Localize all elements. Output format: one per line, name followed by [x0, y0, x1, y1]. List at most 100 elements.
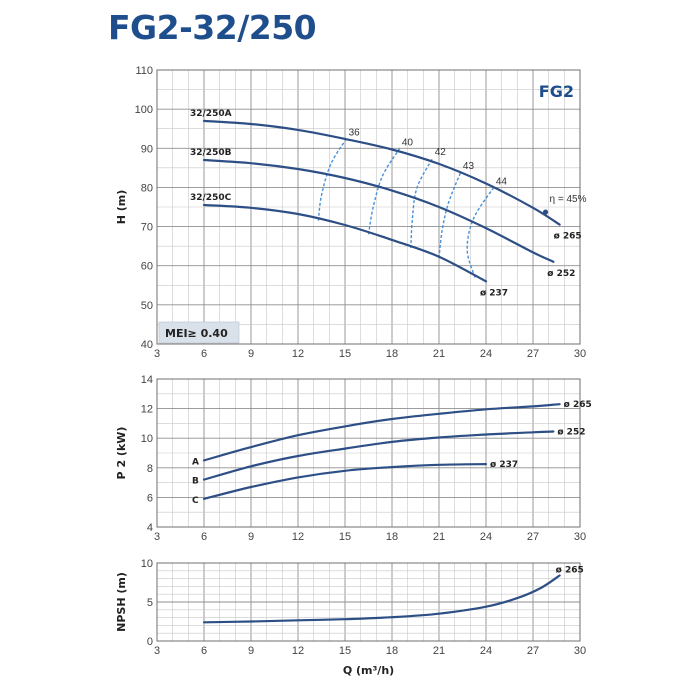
head-end-label-252: ø 252 [547, 269, 575, 279]
efficiency-max-marker [542, 209, 549, 215]
head-y-tick-label: 90 [141, 143, 153, 155]
npsh-plot-frame [156, 562, 581, 642]
head-x-tick-label: 6 [201, 348, 207, 360]
power-y-tick-label: 8 [147, 463, 153, 475]
efficiency-label-44: 44 [496, 176, 508, 187]
efficiency-curve-36 [317, 138, 348, 221]
npsh-x-tick-label: 27 [527, 645, 539, 657]
npsh-x-tick-label: 30 [574, 645, 586, 657]
head-x-tick-label: 15 [339, 348, 351, 360]
head-x-tick-label: 30 [574, 348, 586, 360]
page-title: FG2-32/250 [108, 8, 317, 47]
head-x-tick-label: 21 [433, 348, 445, 360]
power-x-tick-label: 24 [480, 531, 492, 543]
npsh-x-tick-label: 3 [154, 645, 160, 657]
power-x-tick-label: 12 [292, 531, 304, 543]
power-curve-b [202, 430, 555, 481]
npsh-y-axis-title: NPSH (m) [115, 572, 128, 632]
mei-annotation-box [158, 321, 240, 344]
power-x-tick-label: 30 [574, 531, 586, 543]
head-efficiency-curves [317, 138, 495, 278]
head-series-label-32-250a: 32/250A [190, 109, 232, 119]
npsh-labels: 3 6 9 12 15 18 21 24 27 30 0 5 10 NPSH (m) Q (m³/h) ø 2… [115, 558, 586, 677]
power-y-axis-title: P 2 (kW) [115, 427, 128, 480]
head-curves [202, 119, 561, 283]
power-x-tick-label: 27 [527, 531, 539, 543]
efficiency-label-43: 43 [463, 161, 475, 172]
npsh-x-axis-title: Q (m³/h) [343, 664, 394, 677]
head-end-label-265: ø 265 [554, 232, 582, 242]
head-curve-32-250a [202, 119, 561, 226]
head-plot-frame [156, 69, 581, 345]
head-x-tick-label: 9 [248, 348, 254, 360]
npsh-x-tick-label: 9 [248, 645, 254, 657]
npsh-x-tick-label: 15 [339, 645, 351, 657]
power-end-label-237: ø 237 [490, 460, 518, 470]
npsh-y-tick-label: 10 [141, 558, 153, 570]
npsh-x-tick-label: 18 [386, 645, 398, 657]
power-x-tick-label: 9 [248, 531, 254, 543]
head-curve-32-250b [202, 158, 555, 263]
head-x-tick-label: 27 [527, 348, 539, 360]
power-series-label-c: C [192, 496, 199, 506]
efficiency-label-36: 36 [349, 128, 361, 139]
efficiency-max-label: η = 45% [550, 194, 587, 205]
power-y-tick-label: 12 [141, 404, 153, 416]
efficiency-label-42: 42 [435, 147, 447, 158]
power-end-label-252: ø 252 [557, 428, 585, 438]
head-y-tick-label: 60 [141, 261, 153, 273]
npsh-curve-series [202, 574, 561, 624]
head-curve-32-250c [202, 203, 488, 283]
power-x-tick-label: 21 [433, 531, 445, 543]
npsh-x-tick-label: 21 [433, 645, 445, 657]
npsh-y-tick-label: 0 [147, 636, 153, 648]
npsh-x-tick-label: 6 [201, 645, 207, 657]
power-series-label-b: B [192, 477, 199, 487]
power-x-tick-label: 3 [154, 531, 160, 543]
power-chart: 3 6 9 12 15 18 21 24 27 30 4 6 8 10 12 14 P 2 (kW) ø 265 A… [115, 374, 592, 543]
efficiency-label-40: 40 [402, 137, 414, 148]
npsh-x-tick-label: 12 [292, 645, 304, 657]
power-curves [202, 403, 561, 500]
head-y-tick-label: 80 [141, 182, 153, 194]
head-y-tick-label: 40 [141, 339, 153, 351]
power-labels: 3 6 9 12 15 18 21 24 27 30 4 6 8 10 12 14 P 2 (kW) ø 265 A… [115, 374, 592, 543]
head-y-axis-title: H (m) [115, 190, 128, 225]
chart-series-badge: FG2 [539, 82, 574, 101]
head-series-label-32-250c: 32/250C [190, 193, 232, 203]
head-y-tick-label: 100 [135, 104, 153, 116]
head-x-tick-label: 18 [386, 348, 398, 360]
power-series-label-a: A [192, 457, 199, 467]
power-curve-c [202, 463, 488, 500]
efficiency-curve-43 [438, 171, 462, 258]
power-y-tick-label: 14 [141, 374, 153, 386]
head-end-label-237: ø 237 [480, 288, 508, 298]
power-x-tick-label: 6 [201, 531, 207, 543]
power-x-tick-label: 18 [386, 531, 398, 543]
power-end-label-265: ø 265 [564, 400, 592, 410]
head-y-tick-label: 70 [141, 222, 153, 234]
power-y-tick-label: 4 [147, 522, 153, 534]
efficiency-curve-40 [367, 147, 401, 235]
head-x-tick-label: 24 [480, 348, 492, 360]
power-x-tick-label: 15 [339, 531, 351, 543]
power-grid [156, 378, 581, 528]
npsh-end-label-265: ø 265 [556, 565, 584, 575]
npsh-x-tick-label: 24 [480, 645, 492, 657]
power-y-tick-label: 10 [141, 433, 153, 445]
head-x-tick-label: 12 [292, 348, 304, 360]
efficiency-curve-42 [410, 157, 434, 249]
head-y-tick-label: 50 [141, 300, 153, 312]
head-x-tick-label: 3 [154, 348, 160, 360]
power-curve-a [202, 403, 561, 462]
npsh-chart: 3 6 9 12 15 18 21 24 27 30 0 5 10 NPSH (m) Q (m³/h) ø 2… [115, 558, 586, 677]
head-y-tick-label: 110 [135, 65, 153, 77]
power-y-tick-label: 6 [147, 492, 153, 504]
npsh-y-tick-label: 5 [147, 597, 153, 609]
efficiency-curve-44 [466, 187, 495, 278]
npsh-grid [156, 562, 581, 642]
head-series-label-32-250b: 32/250B [190, 148, 232, 158]
